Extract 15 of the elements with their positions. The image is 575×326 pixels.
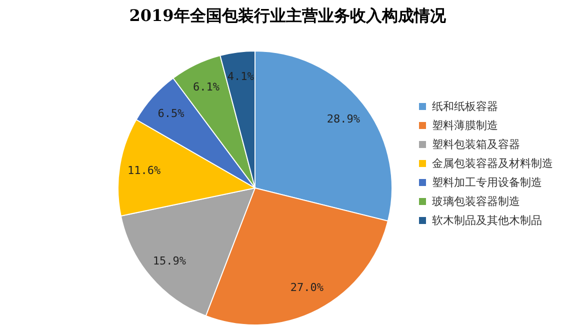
legend-label: 塑料加工专用设备制造 [432,174,542,190]
data-label: 6.5% [158,106,185,120]
data-label: 27.0% [290,281,324,294]
data-label: 28.9% [326,112,360,126]
data-label: 15.9% [152,254,186,268]
chart-title: 2019年全国包装行业主营业务收入构成情况 [128,6,447,27]
legend-label: 金属包装容器及材料制造 [432,156,553,172]
data-label: 4.1% [227,70,254,84]
legend-label: 纸和纸板容器 [432,98,498,114]
legend-label: 塑料薄膜制造 [432,118,498,134]
legend-label: 软木制品及其他木制品 [432,212,542,228]
legend-label: 玻璃包装容器制造 [432,194,520,210]
data-label: 11.6% [128,164,161,177]
legend-label: 塑料包装箱及容器 [432,136,520,152]
data-label: 6.1% [193,80,220,94]
